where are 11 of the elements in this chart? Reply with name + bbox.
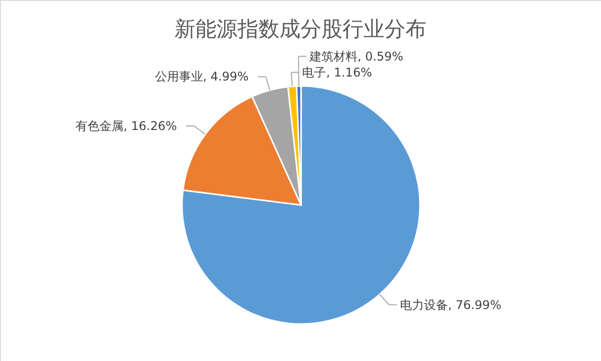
slice-label: 建筑材料 — [308, 49, 358, 64]
slice-label: 电力设备 — [400, 298, 448, 312]
slice-label: 有色金属 — [76, 118, 124, 133]
data-label: , 16.26% — [124, 118, 177, 133]
data-label: , 4.99% — [202, 70, 249, 84]
data-label: , 0.59% — [358, 49, 404, 64]
data-label: , 76.99% — [448, 298, 502, 312]
slice-label: 公用事业 — [154, 70, 203, 84]
data-label: , 1.16% — [326, 65, 372, 80]
slice-label: 电子 — [302, 65, 326, 80]
chart-title: 新能源指数成分股行业分布 — [174, 17, 426, 41]
